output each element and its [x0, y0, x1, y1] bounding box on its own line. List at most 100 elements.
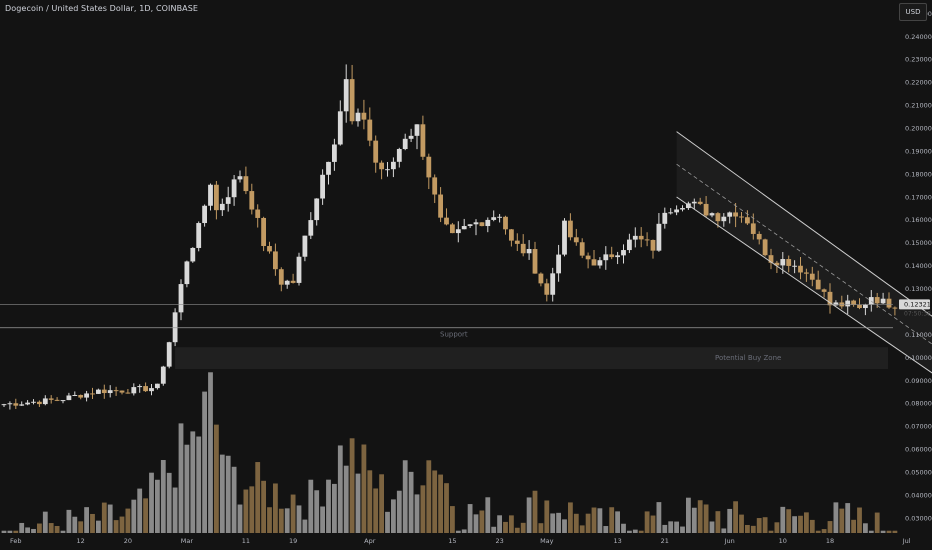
volume-bar	[131, 499, 137, 533]
candle	[579, 238, 585, 259]
candle-body	[656, 223, 662, 251]
candle-body	[137, 386, 143, 388]
candle	[72, 391, 78, 397]
candle	[261, 216, 266, 252]
volume-bar	[880, 530, 886, 533]
volume-bar	[839, 508, 845, 533]
volume-bar	[697, 500, 703, 533]
volume-bar	[349, 438, 355, 533]
candle-body	[733, 212, 738, 217]
price-tick-label: 0.21000	[905, 102, 932, 110]
volume-bar	[833, 502, 839, 533]
candle-body	[621, 250, 626, 256]
volume-bar	[491, 526, 497, 533]
price-axis[interactable]	[893, 0, 932, 550]
candle-body	[644, 239, 650, 241]
candle	[745, 210, 750, 226]
candle-body	[391, 161, 396, 170]
volume-bar	[155, 479, 160, 533]
volume-bar	[715, 511, 721, 533]
candle-body	[750, 223, 756, 234]
candle	[473, 219, 479, 236]
candle	[332, 138, 337, 171]
candle	[172, 308, 178, 347]
volume-bar	[479, 510, 485, 533]
currency-button[interactable]: USD	[899, 3, 927, 21]
candle-body	[768, 255, 774, 263]
candle	[538, 272, 544, 287]
candle	[426, 153, 432, 190]
volume-bar	[119, 516, 125, 533]
volume-bar	[196, 436, 202, 533]
volume-bar	[438, 474, 443, 533]
volume-bar	[219, 454, 225, 533]
volume-bar	[674, 521, 679, 533]
candle-body	[786, 259, 792, 266]
price-tick-label: 0.13000	[905, 285, 932, 293]
volume-bar	[662, 524, 668, 533]
candle	[243, 166, 249, 195]
candle-body	[603, 254, 609, 261]
time-tick-label: 13	[613, 537, 621, 545]
candle	[78, 394, 84, 400]
volume-bar	[278, 508, 284, 533]
volume-bar	[90, 513, 95, 533]
volume-bar	[48, 523, 54, 533]
volume-bar	[308, 479, 314, 533]
volume-bar	[190, 431, 196, 533]
candle-body	[745, 217, 750, 224]
volume-bar	[703, 504, 709, 533]
candle	[1, 403, 7, 408]
candle-body	[231, 179, 237, 198]
candle-body	[809, 273, 815, 280]
candle	[60, 400, 66, 404]
candle	[255, 204, 261, 228]
candle-countdown: 07:50:38	[904, 310, 931, 317]
volume-bar	[686, 497, 691, 533]
candle	[432, 174, 438, 204]
candle-body	[166, 342, 172, 367]
candle-body	[125, 392, 131, 394]
candle	[178, 279, 184, 321]
candle	[615, 251, 620, 265]
volume-bar	[762, 517, 768, 533]
candle	[792, 260, 797, 274]
volume-bar	[396, 490, 402, 533]
candle	[721, 213, 727, 227]
time-tick-label: 11	[242, 537, 250, 545]
price-tick-label: 0.17000	[905, 193, 932, 201]
candle	[131, 383, 137, 396]
candle	[520, 234, 526, 257]
volume-bar	[857, 507, 862, 533]
volume-bar	[290, 494, 296, 533]
price-tag-label: 0.12321	[904, 301, 931, 309]
time-axis[interactable]	[0, 533, 893, 550]
candle-body	[113, 390, 119, 392]
volume-bars	[1, 372, 898, 533]
candle-body	[798, 265, 803, 273]
candle	[668, 208, 674, 215]
volume-bar	[851, 519, 856, 533]
candle	[373, 135, 379, 173]
candle	[768, 248, 774, 270]
candle-body	[355, 112, 361, 122]
candle-body	[627, 239, 632, 251]
volume-bar	[544, 500, 550, 533]
candle-body	[591, 259, 597, 266]
candle-body	[674, 209, 679, 213]
volume-bar	[503, 521, 508, 533]
volume-bar	[627, 530, 632, 533]
volume-bar	[804, 512, 809, 533]
candle	[278, 267, 284, 292]
candle-body	[615, 255, 620, 258]
candle	[396, 147, 402, 168]
candle-body	[762, 239, 768, 256]
candle-body	[202, 205, 207, 224]
candle	[697, 197, 703, 206]
candle	[886, 292, 892, 309]
candle-body	[868, 297, 874, 305]
candle-body	[37, 401, 42, 405]
volume-bar	[361, 444, 367, 533]
volume-bar	[261, 480, 266, 533]
